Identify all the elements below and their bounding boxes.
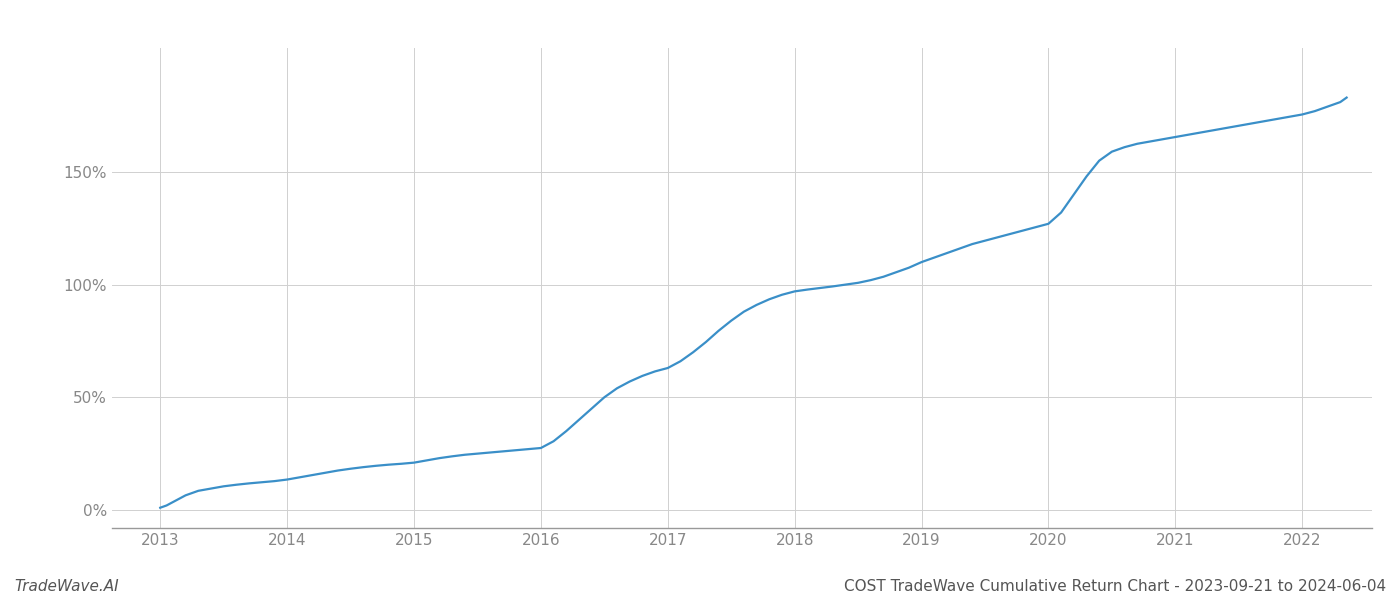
Text: TradeWave.AI: TradeWave.AI <box>14 579 119 594</box>
Text: COST TradeWave Cumulative Return Chart - 2023-09-21 to 2024-06-04: COST TradeWave Cumulative Return Chart -… <box>844 579 1386 594</box>
